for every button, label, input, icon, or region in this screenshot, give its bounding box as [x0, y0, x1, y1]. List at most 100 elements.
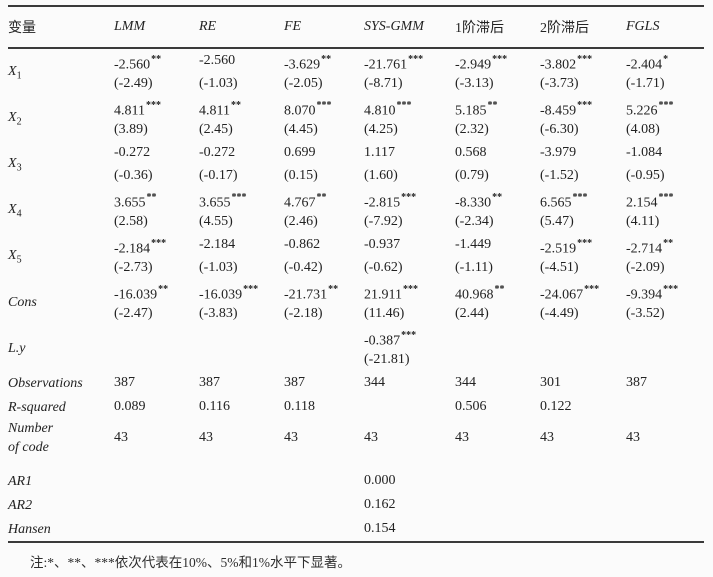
significance-stars: ** — [663, 238, 674, 249]
t-statistic: (-2.73) — [114, 260, 153, 275]
coef-cell: -0.387*** (-21.81) — [364, 325, 455, 371]
coefficient-value: -21.761*** — [364, 54, 424, 73]
coefficient-value: -3.979 — [540, 145, 577, 160]
table-row: AR1 0.000 — [8, 457, 704, 493]
coef-cell — [540, 325, 626, 371]
stat-cell: 0.122 — [540, 399, 572, 414]
significance-stars: *** — [243, 284, 259, 295]
stat-cell: 344 — [364, 375, 385, 390]
coefficient-value: 5.226*** — [626, 100, 674, 119]
significance-stars: *** — [408, 54, 424, 65]
stat-cell: 344 — [455, 375, 476, 390]
coef-cell — [626, 325, 704, 371]
row-label: X4 — [8, 202, 22, 220]
coef-cell: -3.979 (-1.52) — [540, 141, 626, 187]
t-statistic: (-2.34) — [455, 214, 494, 229]
coef-cell: -21.761*** (-8.71) — [364, 48, 455, 95]
coef-cell: 3.655** (2.58) — [114, 187, 199, 233]
coefficient-value: 0.568 — [455, 145, 487, 160]
coef-cell: -0.937 (-0.62) — [364, 233, 455, 279]
stat-cell: 301 — [540, 375, 561, 390]
stat-cell — [626, 457, 704, 493]
table-row: Number of code 43 43 43 43 43 43 43 — [8, 419, 704, 457]
t-statistic: (4.45) — [284, 122, 318, 137]
stat-cell: 387 — [199, 375, 220, 390]
coefficient-value: 21.911*** — [364, 284, 418, 303]
t-statistic: (2.45) — [199, 122, 233, 137]
coef-cell: 5.226*** (4.08) — [626, 95, 704, 141]
coef-cell: -2.519*** (-4.51) — [540, 233, 626, 279]
coef-cell — [199, 325, 284, 371]
regression-table: 变量 LMM RE FE SYS-GMM 1阶滞后 2阶滞后 FGLS X1 -2.560**(… — [8, 5, 704, 543]
stat-cell: 43 — [114, 430, 128, 445]
significance-stars: *** — [577, 54, 593, 65]
t-statistic: (2.46) — [284, 214, 318, 229]
stat-cell — [540, 457, 626, 493]
coef-cell: -1.084 (-0.95) — [626, 141, 704, 187]
stat-cell: 0.162 — [364, 497, 396, 512]
coefficient-value: -2.184*** — [114, 238, 167, 257]
stat-cell: 0.154 — [364, 521, 396, 536]
coefficient-value: 3.655*** — [199, 192, 247, 211]
coefficient-value: 40.968** — [455, 284, 505, 303]
t-statistic: (-2.09) — [626, 260, 665, 275]
stat-cell: 0.116 — [199, 399, 230, 414]
coef-cell: -0.272 (-0.17) — [199, 141, 284, 187]
t-statistic: (-3.83) — [199, 306, 238, 321]
stat-cell — [284, 493, 364, 517]
t-statistic: (4.08) — [626, 122, 660, 137]
t-statistic: (-0.95) — [626, 168, 665, 183]
table-row: Cons -16.039** (-2.47) -16.039*** (-3.83) -21… — [8, 279, 704, 325]
coefficient-value: -21.731** — [284, 284, 339, 303]
significance-stars: *** — [492, 54, 508, 65]
coefficient-value: 6.565*** — [540, 192, 588, 211]
coefficient-value: -16.039** — [114, 284, 169, 303]
t-statistic: (11.46) — [364, 306, 405, 321]
t-statistic: (-3.73) — [540, 76, 579, 91]
stat-cell: 43 — [626, 430, 640, 445]
significance-stars: *** — [145, 100, 161, 111]
stat-cell — [626, 395, 704, 419]
coef-cell: 0.699 (0.15) — [284, 141, 364, 187]
t-statistic: (5.47) — [540, 214, 574, 229]
stat-cell: 387 — [626, 375, 647, 390]
coef-cell: 40.968** (2.44) — [455, 279, 540, 325]
table-row: R-squared 0.089 0.116 0.118 0.506 0.122 — [8, 395, 704, 419]
coefficient-value: 1.117 — [364, 145, 395, 160]
coef-cell: -0.272 (-0.36) — [114, 141, 199, 187]
row-label: X2 — [8, 110, 22, 128]
coef-cell — [284, 325, 364, 371]
coefficient-value: 4.767** — [284, 192, 327, 211]
coefficient-value: -24.067*** — [540, 284, 600, 303]
row-label: Hansen — [8, 521, 51, 537]
coef-cell: -9.394*** (-3.52) — [626, 279, 704, 325]
coef-cell: 1.117 (1.60) — [364, 141, 455, 187]
table-row: Hansen 0.154 — [8, 517, 704, 542]
t-statistic: (-3.13) — [455, 76, 494, 91]
coefficient-value: -2.560** — [114, 54, 162, 73]
t-statistic: (-1.03) — [199, 76, 238, 91]
coef-cell: 21.911*** (11.46) — [364, 279, 455, 325]
stat-cell — [455, 493, 540, 517]
t-statistic: (2.32) — [455, 122, 489, 137]
coef-cell: 4.767** (2.46) — [284, 187, 364, 233]
coef-cell: 6.565*** (5.47) — [540, 187, 626, 233]
table-row: X4 3.655** (2.58) 3.655*** (4.55) 4.767** (2.4… — [8, 187, 704, 233]
stat-cell — [455, 517, 540, 542]
significance-stars: *** — [658, 100, 674, 111]
t-statistic: (-0.17) — [199, 168, 238, 183]
stat-cell — [199, 517, 284, 542]
t-statistic: (4.25) — [364, 122, 398, 137]
table-row: X2 4.811*** (3.89) 4.811** (2.45) 8.070*** (4.… — [8, 95, 704, 141]
col-header-sys-gmm: SYS-GMM — [364, 6, 455, 49]
t-statistic: (0.79) — [455, 168, 489, 183]
coefficient-value: 8.070*** — [284, 100, 332, 119]
significance-stars: *** — [396, 100, 412, 111]
t-statistic: (-1.03) — [199, 260, 238, 275]
coef-cell: 5.185** (2.32) — [455, 95, 540, 141]
t-statistic: (-3.52) — [626, 306, 665, 321]
coefficient-value: -1.449 — [455, 237, 492, 252]
coef-cell: 4.810*** (4.25) — [364, 95, 455, 141]
coef-cell: -2.184 (-1.03) — [199, 233, 284, 279]
stat-cell — [199, 493, 284, 517]
